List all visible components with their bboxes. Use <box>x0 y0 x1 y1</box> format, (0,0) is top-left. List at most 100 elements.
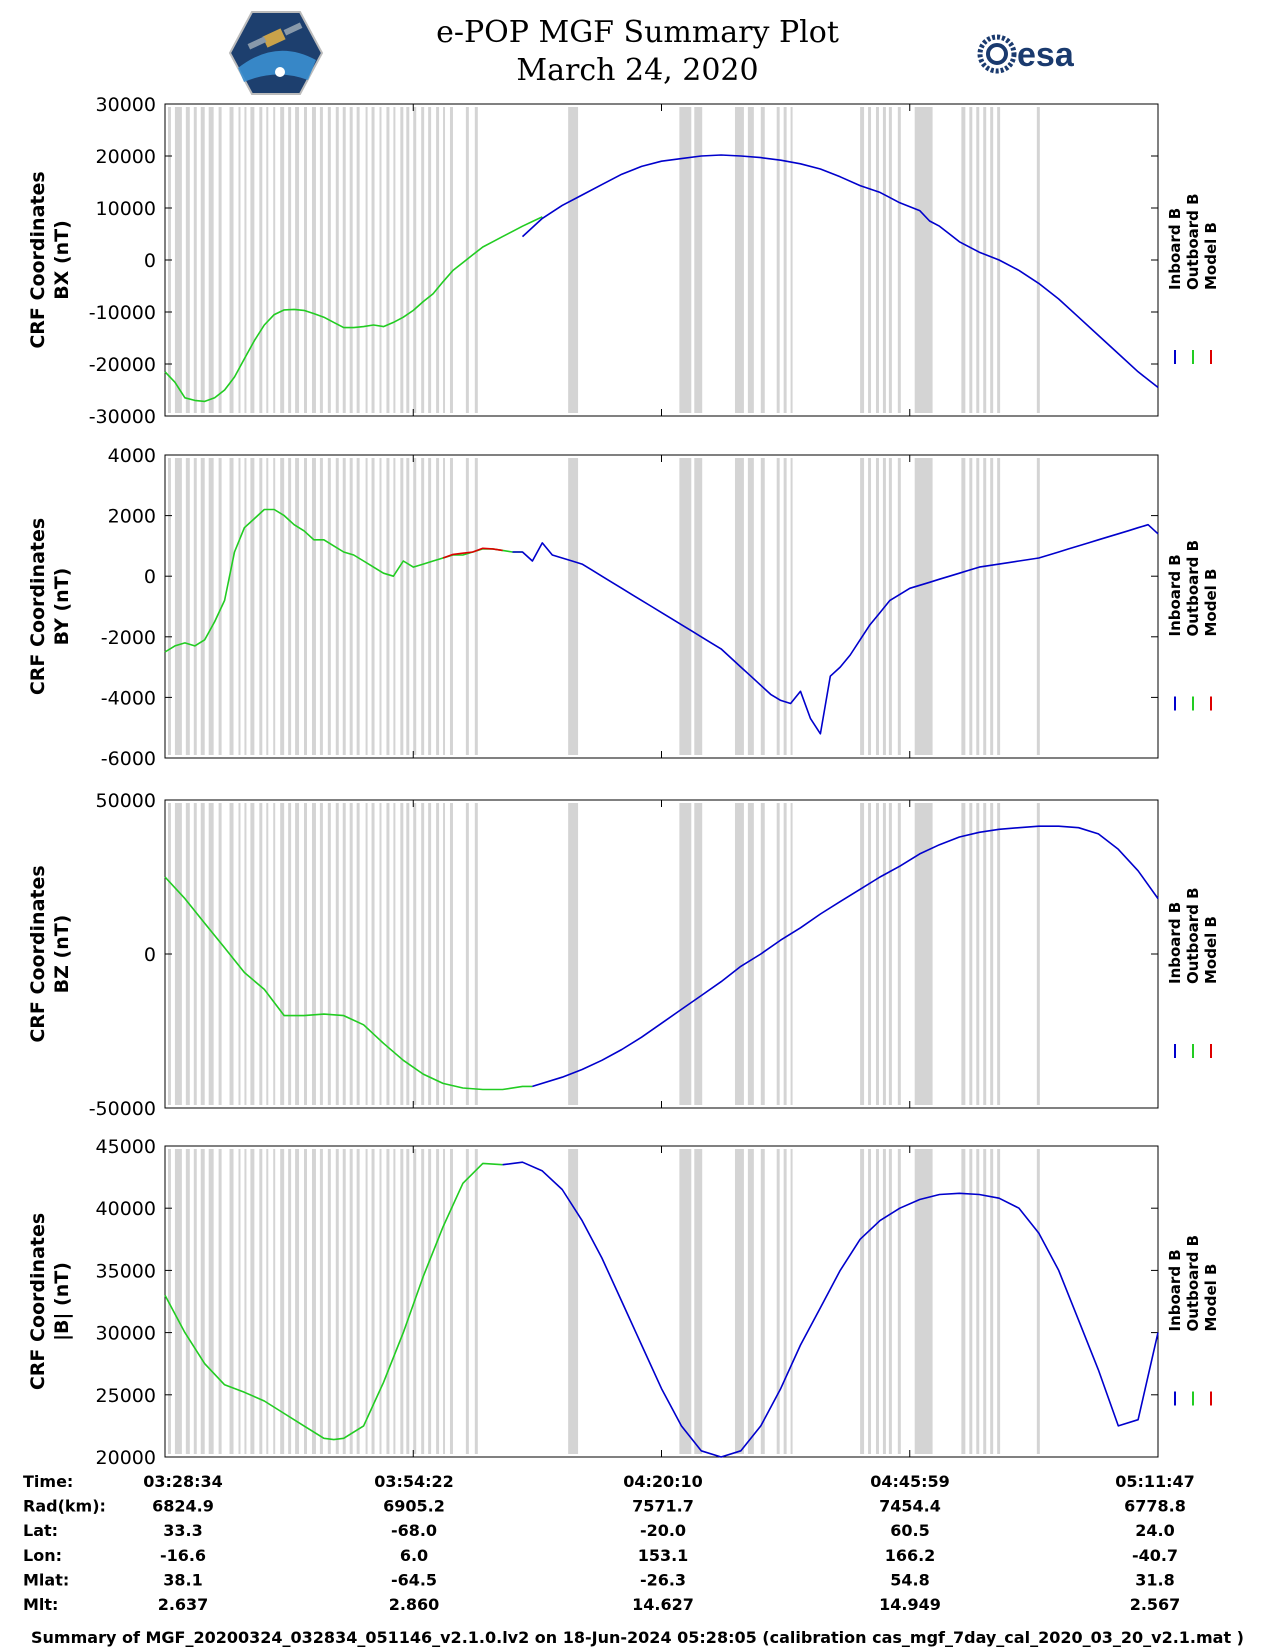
gap-band <box>1036 1149 1040 1454</box>
gap-band <box>882 803 886 1105</box>
gap-band <box>436 458 440 755</box>
y-tick-label: 0 <box>144 566 156 588</box>
gap-band <box>185 458 190 755</box>
gap-band <box>760 107 765 413</box>
gap-regions <box>167 1149 1040 1454</box>
gap-band <box>371 803 375 1105</box>
gap-band <box>961 107 966 413</box>
gap-band <box>238 1149 241 1454</box>
legend-label: Outboard B <box>1184 193 1202 290</box>
ephemeris-value: 6778.8 <box>1124 1497 1186 1516</box>
gap-band <box>266 107 269 413</box>
ephemeris-value: 6824.9 <box>152 1497 214 1516</box>
gap-band <box>218 107 222 413</box>
y-tick-label: 35000 <box>96 1260 156 1282</box>
gap-band <box>327 107 331 413</box>
gap-band <box>679 1149 692 1454</box>
gap-band <box>311 803 316 1105</box>
series-outboard-b <box>164 216 543 403</box>
gap-band <box>449 1149 453 1454</box>
gap-band <box>288 1149 292 1454</box>
gap-band <box>335 803 339 1105</box>
gap-band <box>259 458 263 755</box>
gap-band <box>342 1149 346 1454</box>
gap-band <box>266 803 269 1105</box>
gap-band <box>304 458 307 755</box>
gap-band <box>250 1149 255 1454</box>
gap-regions <box>167 803 1040 1105</box>
gap-band <box>734 803 744 1105</box>
gap-band <box>897 1149 901 1454</box>
gap-band <box>295 107 300 413</box>
gap-band <box>474 458 478 755</box>
y-tick-label: 0 <box>144 944 156 966</box>
gap-band <box>436 1149 440 1454</box>
ephemeris-row-label: Lat: <box>23 1521 58 1540</box>
gap-band <box>280 458 285 755</box>
gap-band <box>218 1149 222 1454</box>
ephemeris-row-label: Time: <box>23 1472 73 1491</box>
gap-band <box>342 458 346 755</box>
y-tick-label: -50000 <box>89 1098 156 1120</box>
gap-band <box>229 803 234 1105</box>
esa-logo-icon: esa <box>977 34 1075 74</box>
gap-band <box>443 1149 446 1454</box>
gap-band <box>888 107 892 413</box>
gap-band <box>449 803 453 1105</box>
y-axis-label: CRF Coordinates |B| (nT) <box>27 1213 73 1390</box>
gap-band <box>349 803 353 1105</box>
gap-band <box>250 107 255 413</box>
gap-band <box>694 803 703 1105</box>
gap-band <box>259 803 263 1105</box>
gap-band <box>406 107 410 413</box>
y-axis-label-line: CRF Coordinates <box>27 1213 49 1390</box>
gap-band <box>229 1149 234 1454</box>
gap-band <box>443 458 446 755</box>
y-axis-label-line: BY (nT) <box>51 568 73 646</box>
gap-band <box>747 1149 754 1454</box>
gap-band <box>174 107 182 413</box>
y-tick-label: 0 <box>144 250 156 272</box>
ephemeris-value: 153.1 <box>638 1546 689 1565</box>
y-tick-label: -30000 <box>89 406 156 428</box>
legend-label: Outboard B <box>1184 540 1202 637</box>
gap-band <box>406 458 410 755</box>
gap-band <box>783 1149 787 1454</box>
gap-band <box>400 458 404 755</box>
gap-band <box>280 107 285 413</box>
gap-band <box>443 803 446 1105</box>
ephemeris-value: 33.3 <box>163 1521 202 1540</box>
gap-band <box>990 107 994 413</box>
gap-band <box>465 458 469 755</box>
gap-band <box>342 107 346 413</box>
gap-band <box>386 458 390 755</box>
gap-band <box>868 107 872 413</box>
gap-band <box>259 1149 263 1454</box>
gap-band <box>386 803 390 1105</box>
ephemeris-value: 14.949 <box>879 1595 941 1614</box>
gap-band <box>379 1149 382 1454</box>
y-tick-label: 2000 <box>108 506 156 528</box>
ephemeris-value: -16.6 <box>160 1546 206 1565</box>
gap-band <box>983 803 987 1105</box>
gap-band <box>406 1149 410 1454</box>
gap-band <box>393 107 396 413</box>
gap-band <box>288 107 292 413</box>
gap-band <box>193 803 197 1105</box>
y-tick-label: 4000 <box>108 445 156 467</box>
gap-band <box>428 107 432 413</box>
gap-band <box>875 1149 879 1454</box>
gap-band <box>393 1149 396 1454</box>
y-tick-label: -20000 <box>89 354 156 376</box>
gap-band <box>882 107 886 413</box>
gap-band <box>449 458 453 755</box>
ephemeris-value: 14.627 <box>632 1595 694 1614</box>
gap-band <box>319 107 323 413</box>
gap-band <box>868 803 872 1105</box>
gap-band <box>734 107 744 413</box>
gap-band <box>875 458 879 755</box>
gap-band <box>679 107 692 413</box>
ephemeris-value: 2.860 <box>389 1595 440 1614</box>
ephemeris-row-label: Mlt: <box>23 1595 58 1614</box>
